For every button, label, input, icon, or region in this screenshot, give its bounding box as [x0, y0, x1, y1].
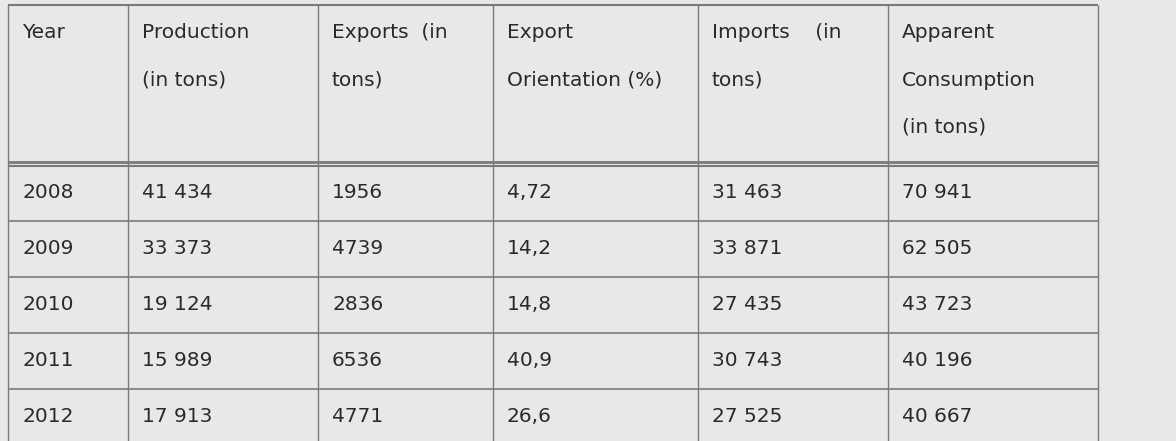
Text: 40 667: 40 667	[902, 407, 973, 426]
Text: 1956: 1956	[332, 183, 383, 202]
Text: tons): tons)	[332, 71, 383, 90]
Text: 40 196: 40 196	[902, 351, 973, 370]
Text: tons): tons)	[711, 71, 763, 90]
Text: 2010: 2010	[22, 295, 73, 314]
Text: 2836: 2836	[332, 295, 383, 314]
Text: Production: Production	[142, 23, 249, 42]
Text: Apparent: Apparent	[902, 23, 995, 42]
Text: 14,8: 14,8	[507, 295, 552, 314]
Text: 31 463: 31 463	[711, 183, 782, 202]
Text: Export: Export	[507, 23, 573, 42]
Text: 15 989: 15 989	[142, 351, 213, 370]
Text: 41 434: 41 434	[142, 183, 213, 202]
Text: 2009: 2009	[22, 239, 73, 258]
Text: 4,72: 4,72	[507, 183, 552, 202]
Text: 2008: 2008	[22, 183, 73, 202]
Text: (in tons): (in tons)	[902, 117, 987, 137]
Text: 33 373: 33 373	[142, 239, 212, 258]
Text: 2011: 2011	[22, 351, 73, 370]
Text: Exports  (in: Exports (in	[332, 23, 448, 42]
Text: 40,9: 40,9	[507, 351, 552, 370]
Text: 27 435: 27 435	[711, 295, 782, 314]
Text: 62 505: 62 505	[902, 239, 973, 258]
Text: 17 913: 17 913	[142, 407, 213, 426]
Text: 2012: 2012	[22, 407, 73, 426]
Text: 70 941: 70 941	[902, 183, 973, 202]
Text: Imports    (in: Imports (in	[711, 23, 842, 42]
Text: 26,6: 26,6	[507, 407, 552, 426]
Text: 4739: 4739	[332, 239, 383, 258]
Text: 27 525: 27 525	[711, 407, 782, 426]
Text: Consumption: Consumption	[902, 71, 1036, 90]
Text: 43 723: 43 723	[902, 295, 973, 314]
Text: 19 124: 19 124	[142, 295, 213, 314]
Text: 14,2: 14,2	[507, 239, 552, 258]
Text: Orientation (%): Orientation (%)	[507, 71, 662, 90]
Text: Year: Year	[22, 23, 65, 42]
Text: 33 871: 33 871	[711, 239, 782, 258]
Text: 6536: 6536	[332, 351, 383, 370]
Text: 30 743: 30 743	[711, 351, 782, 370]
Text: (in tons): (in tons)	[142, 71, 226, 90]
Text: 4771: 4771	[332, 407, 383, 426]
